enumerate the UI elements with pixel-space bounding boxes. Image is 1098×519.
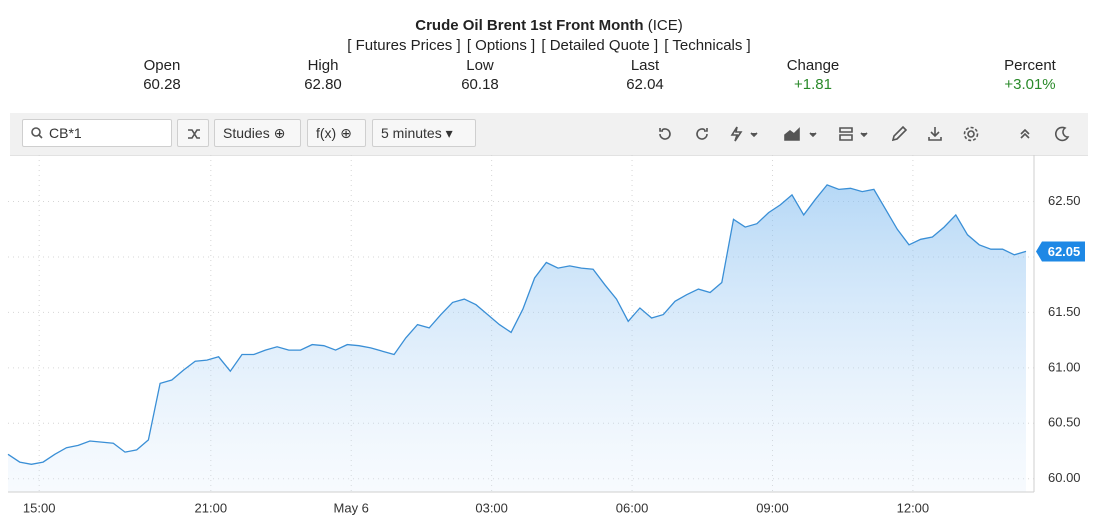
- exchange: (ICE): [647, 17, 683, 34]
- function-button[interactable]: f(x) ⊕: [307, 119, 366, 147]
- quote-cell: Last 62.04: [590, 56, 700, 94]
- area: [8, 184, 1026, 492]
- link[interactable]: [ Futures Prices ]: [347, 37, 461, 54]
- quote-label: Change: [786, 57, 840, 74]
- settings-icon[interactable]: [962, 125, 980, 143]
- chart-type-icon[interactable]: [783, 125, 821, 143]
- quote-value: 60.18: [461, 76, 499, 93]
- chart: 60.0060.5061.0061.5062.0062.5015:0021:00…: [7, 155, 1085, 515]
- quote-cell: Open 60.28: [107, 56, 217, 94]
- download-icon[interactable]: [926, 125, 944, 143]
- title-text: Crude Oil Brent 1st Front Month: [415, 17, 644, 34]
- studies-button[interactable]: Studies ⊕: [214, 119, 301, 147]
- y-tick-label: 61.00: [1048, 359, 1081, 374]
- quote-label: Percent: [1004, 57, 1056, 74]
- quote-value: 60.28: [143, 76, 181, 93]
- x-tick-label: 06:00: [616, 500, 649, 515]
- quote-label: Open: [143, 57, 181, 74]
- x-tick-label: 21:00: [195, 500, 228, 515]
- quote-cell: Percent +3.01%: [975, 56, 1085, 94]
- link[interactable]: [ Technicals ]: [664, 37, 751, 54]
- quote-cell: Low 60.18: [425, 56, 535, 94]
- y-tick-label: 61.50: [1048, 304, 1081, 319]
- quote-value: +1.81: [794, 76, 832, 93]
- compare-button[interactable]: [177, 119, 209, 147]
- theme-icon[interactable]: [1053, 125, 1071, 143]
- y-tick-label: 60.50: [1048, 415, 1081, 430]
- studies: Studies: [223, 125, 270, 141]
- last-price-label: 62.05: [1048, 244, 1081, 259]
- x-tick-label: 09:00: [756, 500, 789, 515]
- quote-value: +3.01%: [1004, 76, 1056, 93]
- quote-value: 62.80: [304, 76, 342, 93]
- x-tick-label: 15:00: [23, 500, 56, 515]
- layout-icon[interactable]: [838, 125, 874, 143]
- quote-label: High: [307, 57, 339, 74]
- draw-icon[interactable]: [890, 125, 908, 143]
- title: Crude Oil Brent 1st Front Month (ICE): [0, 17, 1098, 34]
- quote-cell: Change +1.81: [758, 56, 868, 94]
- function: f(x): [316, 125, 337, 141]
- undo-icon[interactable]: [656, 125, 674, 143]
- interval-dropdown[interactable]: 5 minutes ▾: [372, 119, 476, 147]
- collapse-icon[interactable]: [1016, 125, 1034, 143]
- quote-cell: High 62.80: [268, 56, 378, 94]
- x-tick-label: May 6: [334, 500, 369, 515]
- symbol-search[interactable]: CB*1: [22, 119, 172, 147]
- shuffle-icon: [188, 129, 200, 139]
- x-tick-label: 12:00: [897, 500, 930, 515]
- toolbar: CB*1 Studies ⊕ f(x) ⊕ 5 minutes ▾: [10, 113, 1088, 156]
- price-line: [7, 184, 1027, 465]
- quote-label: Low: [466, 57, 494, 74]
- quote-label: Last: [630, 57, 660, 74]
- y-tick-label: 60.00: [1048, 470, 1081, 485]
- redo-icon[interactable]: [693, 125, 711, 143]
- link[interactable]: [ Detailed Quote ]: [541, 37, 659, 54]
- last-price-tag: [1036, 241, 1085, 262]
- search-icon: [31, 127, 43, 139]
- interval: 5 minutes: [381, 125, 442, 141]
- x-tick-label: 03:00: [475, 500, 508, 515]
- link[interactable]: [ Options ]: [466, 37, 536, 54]
- quote-value: 62.04: [626, 76, 664, 93]
- events-icon[interactable]: [728, 125, 762, 143]
- y-tick-label: 62.50: [1048, 193, 1081, 208]
- links: [ Futures Prices ] [ Options ] [ Detaile…: [0, 37, 1098, 54]
- symbol: CB*1: [49, 125, 82, 141]
